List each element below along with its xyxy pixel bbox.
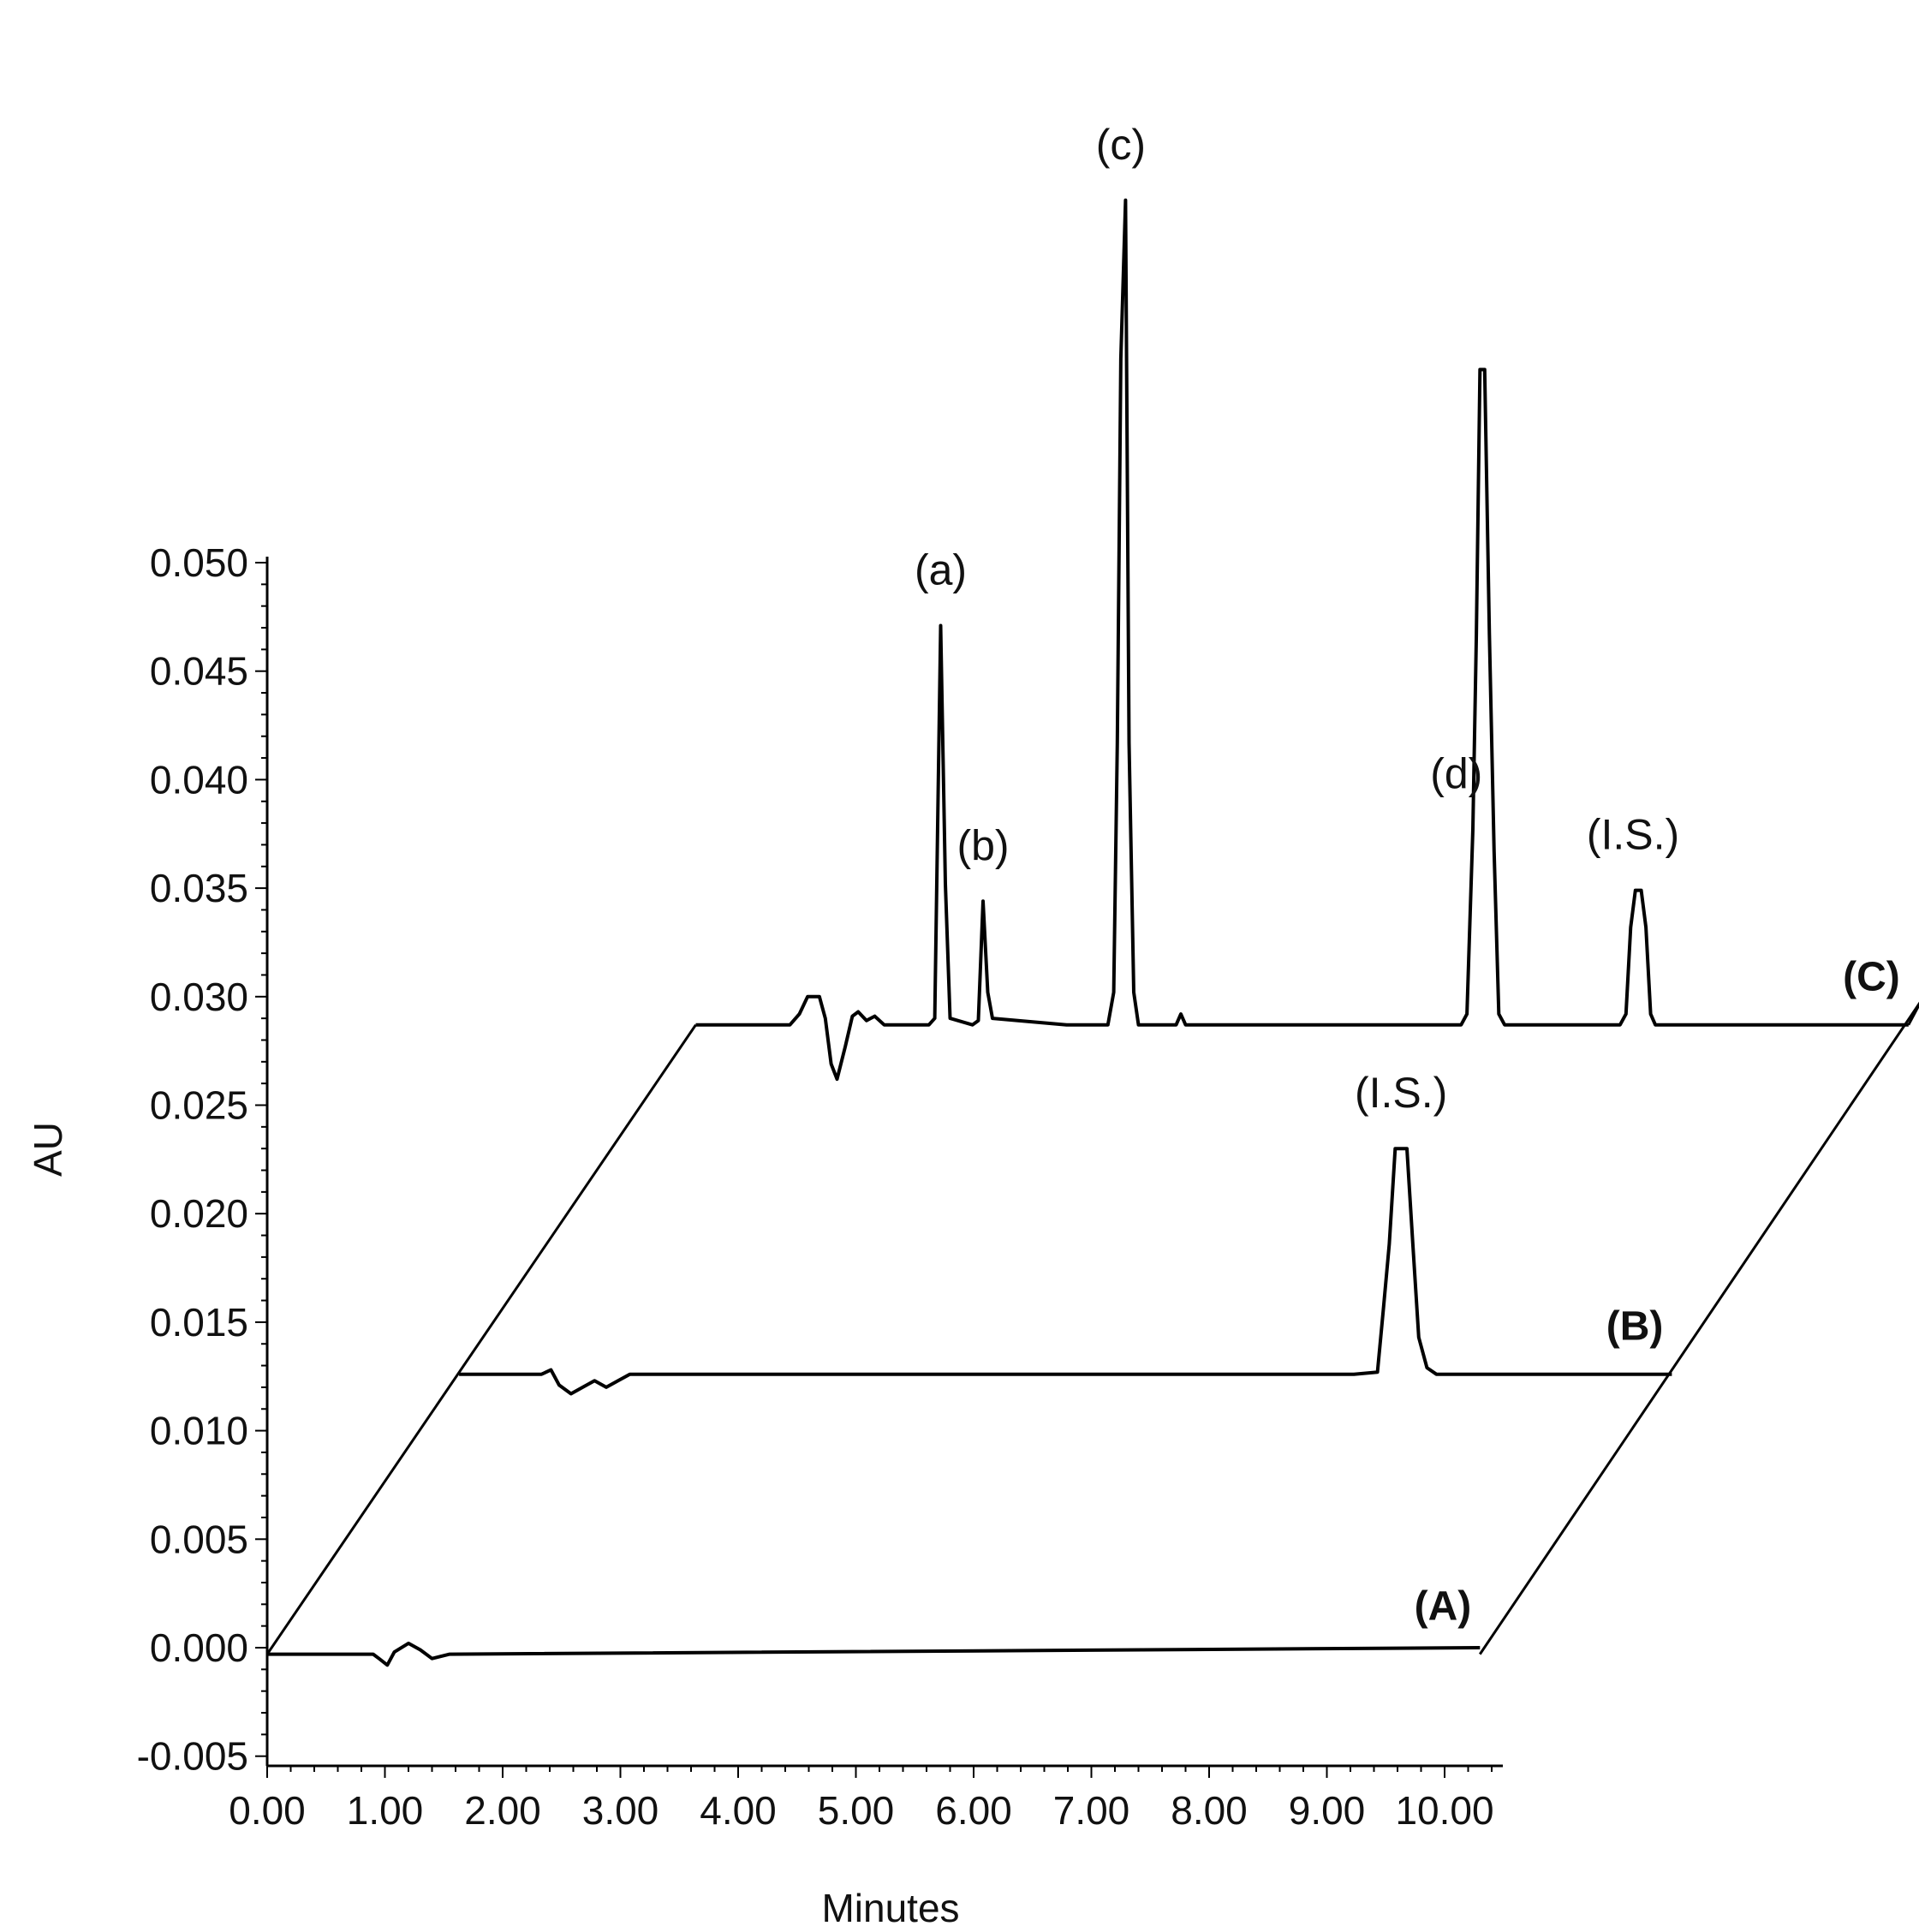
y-tick-label: 0.015 — [150, 1300, 248, 1345]
trace-b — [459, 1147, 1672, 1396]
perspective-floor — [265, 1001, 1919, 1655]
y-tick-label: 0.010 — [150, 1409, 248, 1453]
chart-axes: 0.050 0.045 0.040 0.035 0.030 0.025 0.020 0.015… — [137, 540, 1503, 1833]
x-tick-label: 0.00 — [229, 1788, 306, 1833]
x-tick-label: 10.00 — [1395, 1788, 1493, 1833]
x-tick-label: 2.00 — [464, 1788, 541, 1833]
y-tick-label: 0.000 — [150, 1625, 248, 1670]
x-tick-label: 1.00 — [347, 1788, 424, 1833]
y-tick-label: 0.045 — [150, 649, 248, 694]
chromatogram-traces — [267, 198, 1909, 1667]
floor-back-corner — [1907, 1002, 1919, 1026]
peak-label: (b) — [957, 821, 1009, 869]
x-tick-label: 8.00 — [1171, 1788, 1248, 1833]
y-tick-label: 0.020 — [150, 1191, 248, 1236]
x-tick-label: 3.00 — [582, 1788, 659, 1833]
y-tick-label: 0.050 — [150, 540, 248, 585]
trace-label: (B) — [1606, 1304, 1664, 1350]
chart-labels: (A) (B) (C) (a) (b) (c) (d) (I.S.) (I.S.) — [915, 121, 1900, 1630]
trace-label: (C) — [1843, 955, 1900, 1000]
y-tick-label: 0.005 — [150, 1517, 248, 1561]
trace-label: (A) — [1415, 1584, 1472, 1630]
y-axis-title: AU — [26, 1122, 70, 1177]
y-tick-label: 0.025 — [150, 1083, 248, 1128]
y-tick-label: 0.035 — [150, 866, 248, 910]
peak-label: (I.S.) — [1587, 811, 1679, 859]
x-tick-label: 9.00 — [1289, 1788, 1366, 1833]
x-axis-title: Minutes — [821, 1886, 959, 1930]
trace-c — [695, 198, 1909, 1082]
peak-label: (d) — [1430, 750, 1482, 798]
floor-right-edge — [1479, 1001, 1919, 1655]
x-tick-label: 4.00 — [700, 1788, 777, 1833]
y-tick-label: 0.040 — [150, 757, 248, 802]
x-tick-label: 5.00 — [818, 1788, 895, 1833]
y-tick-label: -0.005 — [137, 1734, 248, 1779]
peak-label: (I.S.) — [1355, 1069, 1447, 1117]
x-tick-label: 6.00 — [935, 1788, 1012, 1833]
trace-a — [267, 1641, 1481, 1667]
peak-label: (c) — [1096, 121, 1146, 169]
peak-label: (a) — [915, 546, 967, 593]
x-tick-label: 7.00 — [1053, 1788, 1130, 1833]
floor-left-edge — [265, 1023, 697, 1655]
y-tick-label: 0.030 — [150, 975, 248, 1019]
